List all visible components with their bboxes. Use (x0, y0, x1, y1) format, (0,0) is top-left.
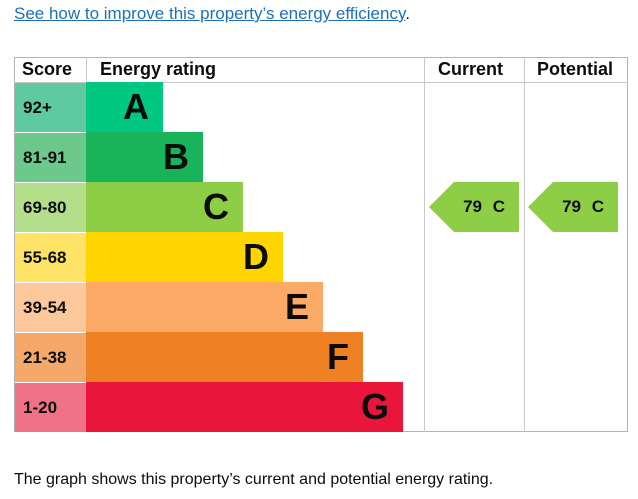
header-current: Current (438, 59, 504, 79)
arrow-shape (528, 182, 618, 232)
header-score: Score (22, 59, 73, 79)
rating-bar-b: B (86, 132, 203, 182)
link-period: . (405, 4, 410, 23)
current-rating-arrow: 79 C (429, 182, 519, 232)
score-cell-e: 39-54 (15, 283, 86, 332)
rating-bar-a: A (86, 82, 163, 132)
score-cell-a: 92+ (15, 83, 86, 132)
rating-bar-d: D (86, 232, 283, 282)
rating-bar-c: C (86, 182, 243, 232)
header-energy-rating: Energy rating (100, 59, 217, 79)
pot-label: 79 C (562, 197, 604, 216)
rating-bar-e: E (86, 282, 323, 332)
score-cell-b: 81-91 (15, 133, 86, 182)
improve-link-line: See how to improve this property’s energ… (14, 4, 410, 24)
cur-label: 79 C (463, 197, 505, 216)
arrow-shape (429, 182, 519, 232)
improve-energy-efficiency-link[interactable]: See how to improve this property’s energ… (14, 4, 406, 23)
header-potential: Potential (537, 59, 614, 79)
rating-bar-g: G (86, 382, 403, 432)
header-divider (14, 82, 628, 83)
column-divider (524, 57, 525, 432)
column-divider (424, 57, 425, 432)
potential-rating-arrow: 79 C (528, 182, 618, 232)
score-cell-d: 55-68 (15, 233, 86, 282)
rating-bar-f: F (86, 332, 363, 382)
footer-text: The graph shows this property’s current … (14, 471, 494, 488)
score-cell-f: 21-38 (15, 333, 86, 382)
score-cell-g: 1-20 (15, 383, 86, 432)
score-cell-c: 69-80 (15, 183, 86, 232)
